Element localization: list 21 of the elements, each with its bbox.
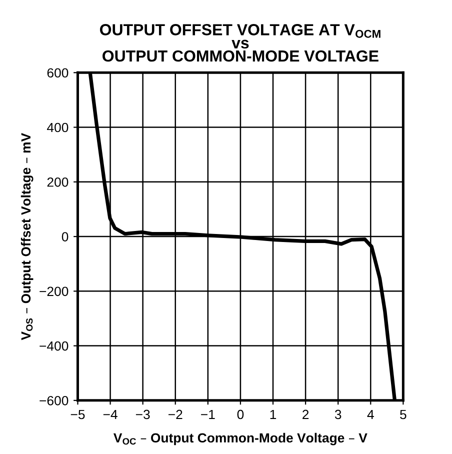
x-tick-label: 0 <box>237 410 244 420</box>
x-tick-label: 3 <box>334 410 342 420</box>
y-axis-title: V$_{OS}$ – Output Offset Voltage – mV <box>20 132 34 340</box>
x-tick-label: −4 <box>103 410 118 420</box>
chart-title: OUTPUT OFFSET VOLTAGE AT V$_{OCM}$ vs OUTPUT COMMON-MODE VOLTAGE <box>100 24 380 62</box>
x-tick-label: 1 <box>270 410 276 420</box>
y-tick-label: −400 <box>40 341 68 351</box>
x-tick-label: −3 <box>136 410 150 420</box>
y-tick-label: 400 <box>47 122 68 132</box>
x-tick-label: −1 <box>201 410 215 420</box>
x-tick-label: −2 <box>168 410 182 420</box>
x-tick-label: −5 <box>70 410 85 420</box>
y-tick-label: 0 <box>62 232 68 242</box>
x-tick-label: 4 <box>367 410 374 420</box>
y-tick-label: −600 <box>40 396 68 406</box>
x-tick-label: 2 <box>302 410 309 420</box>
x-axis-title: V$_{OC}$ – Output Common-Mode Voltage – V <box>113 432 368 446</box>
y-tick-label: −200 <box>40 286 68 296</box>
x-tick-label: 5 <box>400 410 406 420</box>
y-tick-label: 200 <box>47 177 68 187</box>
y-tick-label: 600 <box>47 68 68 78</box>
